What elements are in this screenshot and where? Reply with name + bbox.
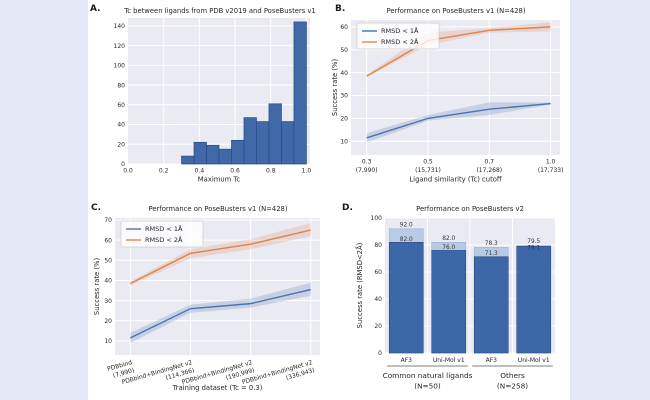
group-label: Others — [500, 371, 525, 380]
bar-subset — [516, 245, 552, 354]
series-line — [130, 229, 311, 285]
group-sublabel: (N=258) — [497, 382, 528, 391]
y-tick-label: 40 — [104, 278, 112, 285]
x-axis-label: Ligand similarity (Tc) cutoff — [409, 176, 502, 184]
histogram-bar — [218, 148, 232, 165]
histogram-bar — [243, 117, 257, 165]
histogram-bar — [281, 121, 295, 165]
legend-label: RMSD < 2Å — [381, 37, 419, 46]
y-tick-label: 60 — [374, 269, 382, 276]
y-axis-label: Success rate (%) — [331, 59, 339, 117]
confidence-band — [366, 102, 551, 143]
x-tick-label: AF3 — [486, 357, 498, 364]
legend-label: RMSD < 2Å — [145, 235, 183, 244]
x-tick-label: 0.4 — [195, 168, 205, 175]
y-tick-label: 40 — [117, 122, 125, 129]
x-tick-label: 0.6 — [230, 168, 240, 175]
x-axis-label: Maximum Tc — [198, 176, 241, 184]
bar-subset — [431, 250, 467, 354]
y-tick-label: 30 — [340, 93, 348, 100]
x-axis-label: Training dataset (Tc = 0.3) — [172, 384, 263, 392]
x-tick-label: 0.2 — [159, 168, 169, 175]
bar-value-label: 82.0 — [442, 236, 455, 242]
legend: RMSD < 1Å RMSD < 2Å — [356, 22, 440, 50]
x-tick-label: 1.0 (17,733) — [538, 159, 564, 175]
y-tick-label: 30 — [104, 298, 112, 305]
legend-box — [356, 22, 440, 50]
bar-value-label: 79.5 — [527, 239, 540, 245]
bar-value-label: 78.3 — [485, 241, 498, 247]
chart-title-d: Performance on PoseBusters v2 — [416, 205, 524, 213]
legend: RMSD < 1Å RMSD < 2Å — [120, 220, 204, 248]
y-tick-label: 60 — [117, 102, 125, 109]
histogram-bar — [231, 139, 245, 165]
y-axis-label: Success rate (RMSD<2Å) — [355, 242, 364, 328]
x-tick-label: Uni-Mol v1 — [518, 357, 550, 364]
y-tick-label: 120 — [114, 43, 126, 50]
x-tick-label: 0.3 (7,990) — [356, 159, 378, 175]
bar-value-label: 92.0 — [400, 222, 413, 228]
x-tick-label: AF3 — [401, 357, 413, 364]
bar-subset — [388, 242, 424, 354]
legend-label: RMSD < 1Å — [381, 26, 419, 35]
y-tick-label: 20 — [374, 323, 382, 330]
histogram-bar — [256, 121, 270, 165]
confidence-band — [130, 282, 311, 343]
x-tick-label: 0.7 (17,268) — [476, 159, 502, 175]
group-label: Common natural ligands — [383, 371, 473, 380]
y-tick-label: 20 — [104, 318, 112, 325]
histogram-bar — [293, 21, 307, 165]
chart-title-c: Performance on PoseBusters v1 (N=428) — [148, 205, 288, 213]
group-sublabel: (N=50) — [414, 382, 441, 391]
y-tick-label: 0 — [378, 350, 382, 357]
series-line — [366, 102, 551, 139]
histogram-bar — [206, 144, 220, 165]
bar-value-label: 71.3 — [485, 251, 498, 257]
y-tick-label: 140 — [114, 23, 126, 30]
series-line — [366, 26, 551, 77]
y-tick-label: 20 — [340, 116, 348, 123]
panel-label-a: A. — [90, 4, 101, 14]
y-tick-label: 70 — [104, 217, 112, 224]
y-axis-label: Success rate (%) — [93, 258, 101, 316]
panel-label-b: B. — [335, 4, 346, 14]
y-tick-label: 100 — [371, 215, 383, 222]
histogram-bar — [268, 103, 282, 165]
y-tick-label: 40 — [374, 296, 382, 303]
x-tick-label: 0.5 (15,731) — [415, 159, 441, 175]
y-tick-label: 50 — [104, 258, 112, 265]
legend-label: RMSD < 1Å — [145, 224, 183, 233]
y-tick-label: 10 — [104, 338, 112, 345]
y-tick-label: 0 — [121, 161, 125, 168]
y-tick-label: 10 — [340, 138, 348, 145]
y-tick-label: 50 — [340, 47, 348, 54]
series-line — [130, 288, 311, 339]
bar-subset — [473, 256, 509, 354]
y-tick-label: 100 — [114, 63, 126, 70]
y-tick-label: 80 — [117, 82, 125, 89]
y-tick-label: 40 — [340, 70, 348, 77]
y-tick-label: 60 — [340, 24, 348, 31]
histogram-bar — [193, 141, 207, 165]
y-tick-label: 20 — [117, 141, 125, 148]
bar-value-label: 79.1 — [527, 246, 540, 252]
chart-title-a: Tc between ligands from PDB v2019 and Po… — [124, 7, 316, 15]
x-tick-label: Uni-Mol v1 — [433, 357, 465, 364]
panel-label-d: D. — [342, 203, 353, 213]
y-tick-label: 60 — [104, 237, 112, 244]
legend-box — [120, 220, 204, 248]
x-tick-label: 1.0 — [302, 168, 312, 175]
bar-value-label: 82.0 — [400, 237, 413, 243]
x-tick-label: 0.8 — [266, 168, 276, 175]
chart-title-b: Performance on PoseBusters v1 (N=428) — [386, 7, 526, 15]
x-tick-label: 0.0 — [123, 168, 133, 175]
histogram-bar — [181, 155, 195, 165]
panel-label-c: C. — [91, 203, 102, 213]
confidence-band — [130, 223, 311, 286]
y-tick-label: 80 — [374, 242, 382, 249]
bar-value-label: 76.0 — [442, 245, 455, 251]
